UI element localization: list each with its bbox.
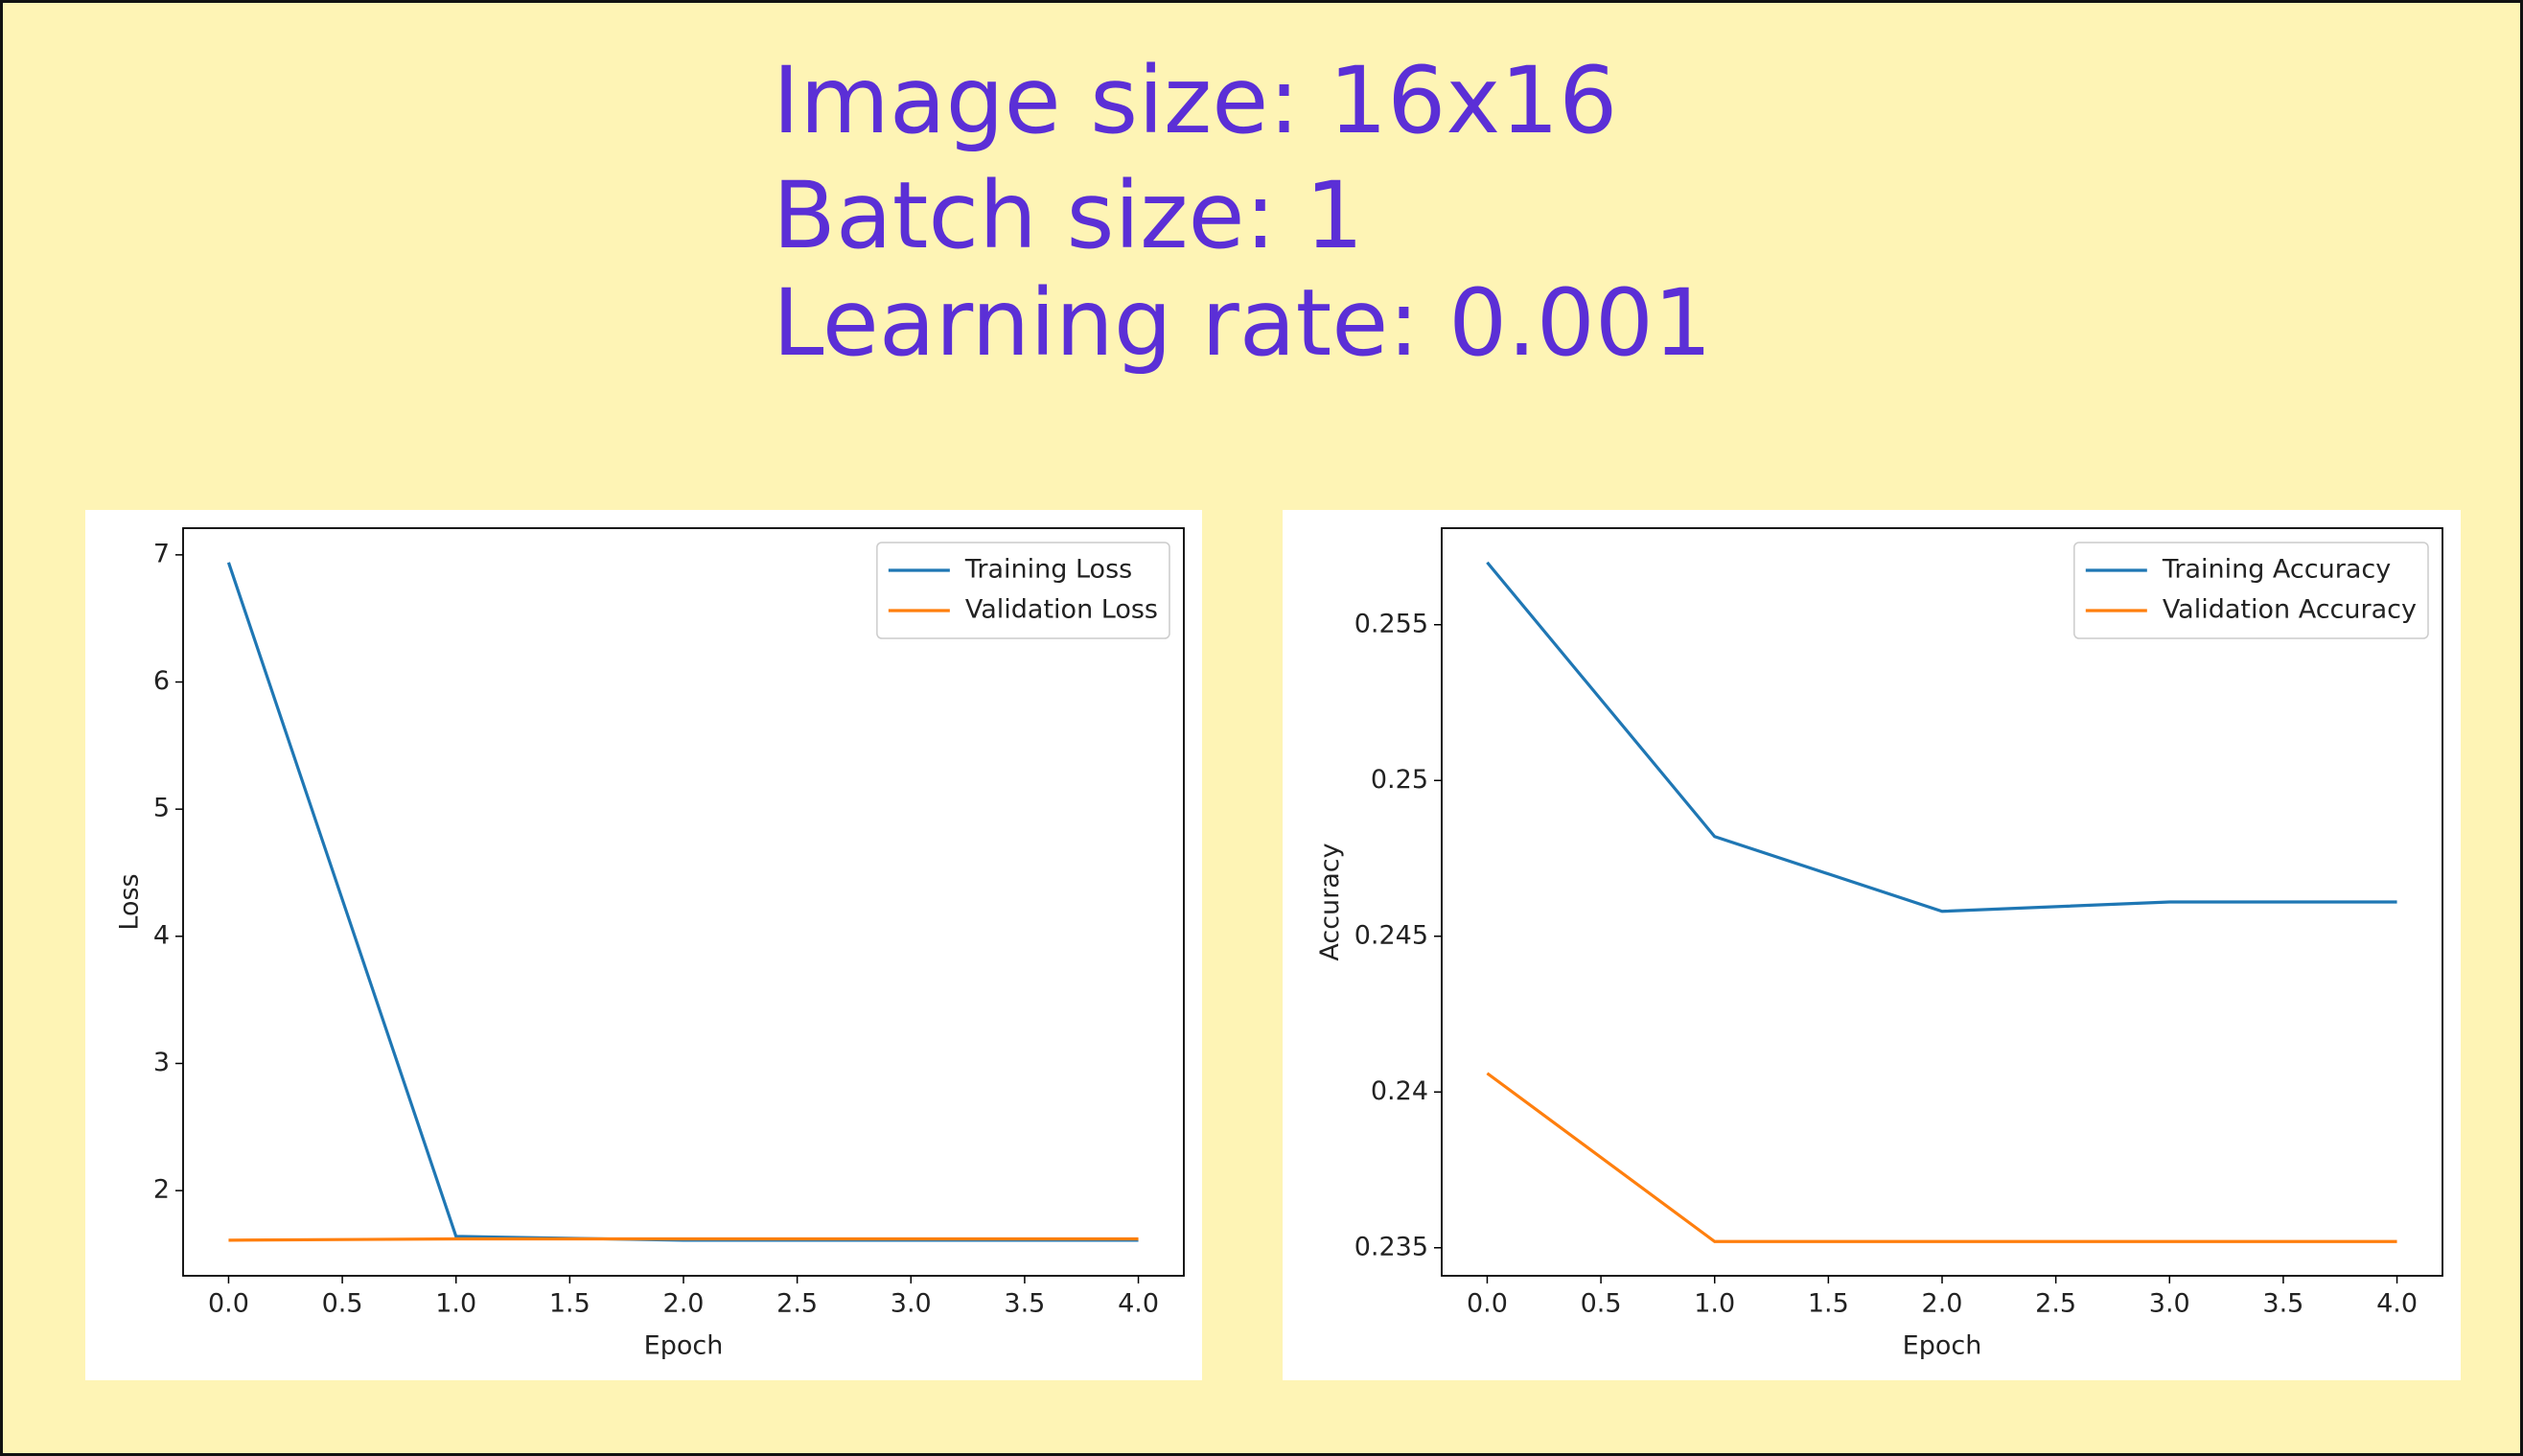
- legend-box: [2073, 542, 2429, 639]
- data-line: [1486, 1072, 2397, 1243]
- x-tick-label: 3.0: [891, 1289, 932, 1319]
- y-tick-label: 3: [153, 1048, 170, 1077]
- y-tick-label: 0.235: [1354, 1232, 1428, 1261]
- x-axis-label: Epoch: [1903, 1331, 1982, 1361]
- axes-frame: [182, 527, 1185, 1277]
- x-tick-label: 0.0: [208, 1289, 249, 1319]
- legend-label: Training Accuracy: [2162, 555, 2391, 585]
- y-tick-label: 2: [153, 1175, 170, 1205]
- legend: Training Accuracy Validation Accuracy: [2073, 542, 2429, 639]
- charts: 0.0 0.5 1.0 1.5 2.0 2.5 3.0 3.5 4.0 2 3 4 5 6 7 Epoch Lo…: [85, 510, 2461, 1380]
- data-line: [1486, 561, 2397, 913]
- y-tick-label: 0.24: [1371, 1076, 1428, 1106]
- x-tick-label: 4.0: [1118, 1289, 1159, 1319]
- axes-frame: [1441, 527, 2443, 1277]
- y-tick-label: 7: [153, 539, 170, 568]
- x-tick-label: 3.5: [1004, 1289, 1045, 1319]
- x-tick-label: 2.0: [1922, 1289, 1963, 1319]
- x-tick-label: 1.5: [1808, 1289, 1849, 1319]
- x-tick-label: 0.0: [1467, 1289, 1508, 1319]
- heading-line: Batch size: 1: [773, 162, 1364, 269]
- x-axis-label: Epoch: [644, 1331, 724, 1361]
- chart-panel: [85, 510, 1202, 1380]
- y-tick-label: 0.245: [1354, 920, 1428, 950]
- x-tick-label: 1.5: [549, 1289, 590, 1319]
- y-axis-label: Loss: [114, 873, 144, 930]
- x-tick-label: 2.5: [2035, 1289, 2076, 1319]
- legend-label: Training Loss: [964, 555, 1132, 585]
- y-tick-label: 5: [153, 794, 170, 823]
- x-tick-label: 1.0: [1694, 1289, 1735, 1319]
- x-tick-label: 2.5: [776, 1289, 818, 1319]
- y-tick-label: 4: [153, 920, 170, 950]
- x-tick-label: 4.0: [2376, 1289, 2418, 1319]
- chart-panel: [1283, 510, 2461, 1380]
- legend-label: Validation Accuracy: [2163, 595, 2417, 625]
- heading-line: Image size: 16x16: [773, 47, 1617, 154]
- y-tick-label: 0.255: [1354, 609, 1428, 638]
- legend-box: [876, 542, 1170, 639]
- y-tick-label: 0.25: [1371, 765, 1428, 795]
- y-tick-label: 6: [153, 666, 170, 696]
- x-tick-label: 0.5: [1581, 1289, 1622, 1319]
- y-axis-label: Accuracy: [1315, 843, 1345, 960]
- heading-line: Learning rate: 0.001: [773, 269, 1712, 377]
- legend-label: Validation Loss: [965, 595, 1158, 625]
- x-tick-label: 3.5: [2262, 1289, 2303, 1319]
- x-tick-label: 1.0: [435, 1289, 476, 1319]
- data-line: [228, 1236, 1139, 1242]
- legend: Training Loss Validation Loss: [876, 542, 1170, 639]
- x-tick-label: 0.5: [322, 1289, 363, 1319]
- x-tick-label: 2.0: [663, 1289, 705, 1319]
- x-tick-label: 3.0: [2149, 1289, 2190, 1319]
